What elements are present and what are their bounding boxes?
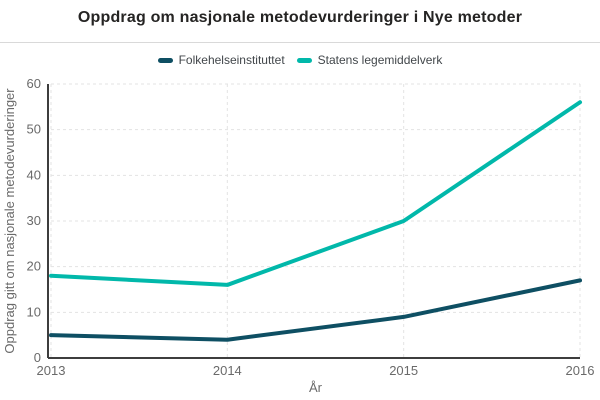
line-chart: 0 10 20 30 40 50 60 2013 2014 2015 2016 År Oppdrag g… xyxy=(2,76,595,395)
x-tick-label: 2014 xyxy=(213,363,242,378)
legend-label: Statens legemiddelverk xyxy=(317,53,443,67)
x-axis-title: År xyxy=(309,380,323,395)
series-line-folkehelseinstituttet[interactable] xyxy=(49,278,582,342)
y-tick-label: 40 xyxy=(27,167,41,182)
legend: Folkehelseinstituttet Statens legemiddel… xyxy=(0,53,600,67)
title-divider xyxy=(0,42,600,43)
y-tick-label: 20 xyxy=(27,259,41,274)
chart-title: Oppdrag om nasjonale metodevurderinger i… xyxy=(77,9,523,26)
legend-item-folkehelseinstituttet[interactable]: Folkehelseinstituttet xyxy=(157,53,285,67)
legend-label: Folkehelseinstituttet xyxy=(178,53,285,67)
y-tick-label: 50 xyxy=(27,122,41,137)
y-tick-label: 10 xyxy=(27,304,41,319)
x-tick-label: 2013 xyxy=(37,363,66,378)
y-tick-label: 30 xyxy=(27,213,41,228)
legend-item-statens-legemiddelverk[interactable]: Statens legemiddelverk xyxy=(296,53,443,67)
y-tick-label: 60 xyxy=(27,76,41,91)
y-tick-label: 0 xyxy=(34,350,41,365)
series-line-statens-legemiddelverk[interactable] xyxy=(49,100,582,287)
y-axis-title: Oppdrag gitt om nasjonale metodevurderin… xyxy=(2,88,17,354)
x-tick-label: 2016 xyxy=(566,363,595,378)
legend-swatch-icon xyxy=(157,57,173,63)
x-tick-label: 2015 xyxy=(389,363,418,378)
legend-swatch-icon xyxy=(296,57,312,63)
